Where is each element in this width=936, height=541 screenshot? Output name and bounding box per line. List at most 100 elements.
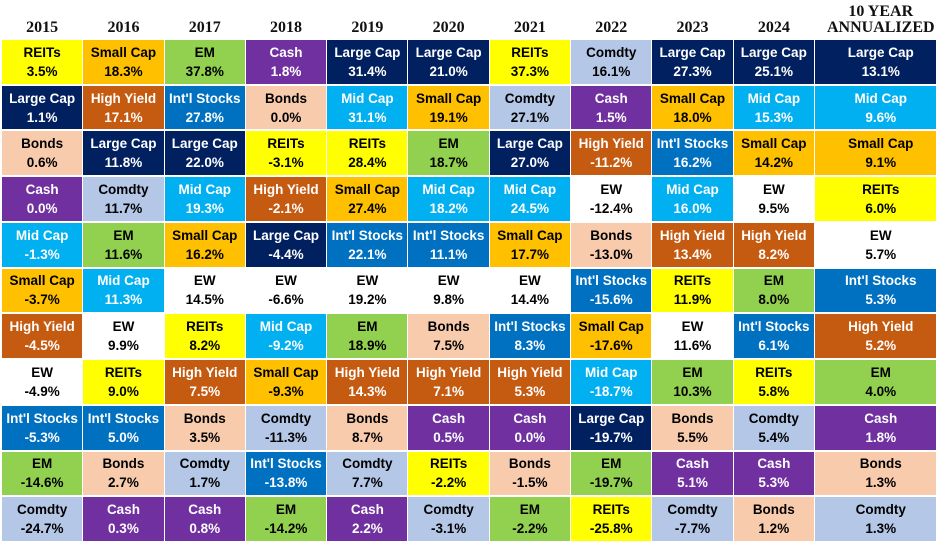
asset-cell: Int'l Stocks 16.2% <box>652 131 733 176</box>
asset-name: REITs <box>348 136 386 152</box>
asset-name: EW <box>275 273 297 289</box>
asset-name: Mid Cap <box>341 90 394 106</box>
asset-return: 8.7% <box>351 429 383 445</box>
asset-return: 1.1% <box>26 109 58 125</box>
asset-name: Int'l Stocks <box>656 136 729 152</box>
asset-return: 28.4% <box>348 155 387 171</box>
asset-return: 19.2% <box>348 292 387 308</box>
asset-name: Bonds <box>671 410 714 426</box>
asset-name: Large Cap <box>9 90 76 106</box>
asset-return: -19.7% <box>589 475 633 491</box>
asset-cell: Large Cap -4.4% <box>245 222 327 267</box>
asset-cell: Int'l Stocks 27.8% <box>164 85 245 130</box>
asset-return: -13.0% <box>589 246 633 262</box>
asset-name: Small Cap <box>741 136 807 152</box>
asset-return: 8.3% <box>514 338 546 354</box>
asset-cell: Bonds 8.7% <box>327 405 408 450</box>
asset-name: Bonds <box>590 227 633 243</box>
asset-name: High Yield <box>9 319 75 335</box>
asset-name: High Yield <box>416 364 482 380</box>
asset-cell: High Yield -2.1% <box>245 177 327 221</box>
asset-cell: Cash 1.8% <box>814 405 936 450</box>
asset-name: Large Cap <box>90 136 157 152</box>
asset-cell: High Yield -4.5% <box>2 314 83 359</box>
asset-return: 6.1% <box>758 338 790 354</box>
asset-name: Large Cap <box>253 227 320 243</box>
asset-return: -11.2% <box>590 155 633 171</box>
asset-name: REITs <box>862 182 900 198</box>
asset-return: 11.3% <box>104 292 143 308</box>
asset-name: Bonds <box>21 136 64 152</box>
asset-cell: Bonds 5.5% <box>652 405 733 450</box>
asset-cell: Int'l Stocks -5.3% <box>2 405 83 450</box>
asset-name: EW <box>356 273 379 289</box>
asset-cell: EM 37.8% <box>164 40 245 84</box>
asset-return: 22.0% <box>185 155 224 171</box>
column-header: 2023 <box>676 19 709 36</box>
asset-cell: Int'l Stocks 22.1% <box>327 222 408 267</box>
asset-return: 7.7% <box>351 475 383 491</box>
asset-cell: Int'l Stocks -15.6% <box>571 268 652 313</box>
asset-name: Mid Cap <box>97 273 150 289</box>
asset-name: Comdty <box>260 410 312 426</box>
asset-return: 0.3% <box>108 521 139 537</box>
column-header: 2015 <box>26 19 59 36</box>
asset-cell: Mid Cap -1.3% <box>2 222 83 267</box>
asset-cell: Bonds -1.5% <box>489 451 571 496</box>
asset-name: EM <box>601 456 622 472</box>
asset-name: Bonds <box>508 456 551 472</box>
asset-name: Small Cap <box>578 319 644 335</box>
asset-return: 5.3% <box>514 383 546 399</box>
asset-cell: Bonds 0.0% <box>245 85 327 130</box>
asset-return: 14.2% <box>754 155 793 171</box>
asset-return: 7.5% <box>189 383 221 399</box>
asset-cell: Large Cap 27.0% <box>489 131 571 176</box>
asset-cell: EW 19.2% <box>327 268 408 313</box>
asset-return: 1.2% <box>758 521 790 537</box>
asset-cell: Comdty 16.1% <box>571 40 652 84</box>
asset-name: Cash <box>676 456 710 472</box>
asset-return: -4.9% <box>24 383 60 399</box>
asset-return: 19.3% <box>185 201 224 217</box>
asset-return: -14.2% <box>264 521 308 537</box>
asset-return: 6.0% <box>865 201 897 217</box>
asset-name: Comdty <box>586 44 637 60</box>
asset-return: 17.7% <box>510 246 550 262</box>
asset-name: Int'l Stocks <box>575 273 647 289</box>
asset-return: 2.7% <box>108 475 139 491</box>
asset-cell: EM -19.7% <box>571 451 652 496</box>
asset-name: Bonds <box>183 410 226 426</box>
asset-cell: Comdty 11.7% <box>83 177 164 221</box>
asset-return: 8.2% <box>758 246 790 262</box>
asset-name: REITs <box>186 319 224 335</box>
asset-cell: EW 5.7% <box>814 222 936 267</box>
asset-cell: REITs 8.2% <box>164 314 245 359</box>
asset-return: 9.0% <box>108 383 139 399</box>
asset-return: -3.7% <box>24 292 60 308</box>
asset-cell: EW 14.4% <box>489 268 571 313</box>
asset-name: EW <box>437 273 460 289</box>
asset-return: 16.2% <box>673 155 712 171</box>
asset-name: Large Cap <box>496 136 563 152</box>
column-header: 2024 <box>757 19 790 36</box>
asset-name: Mid Cap <box>15 227 69 243</box>
asset-cell: Cash 2.2% <box>327 497 408 541</box>
asset-return: -2.2% <box>430 475 467 491</box>
asset-return: 18.0% <box>673 109 712 125</box>
asset-return: 5.5% <box>677 429 708 445</box>
asset-name: EM <box>357 319 378 335</box>
column-header: 2022 <box>595 19 628 36</box>
asset-cell: Comdty -24.7% <box>2 497 83 541</box>
asset-cell: Mid Cap 15.3% <box>733 85 814 130</box>
asset-return: -4.5% <box>24 338 60 354</box>
asset-cell: EM 18.7% <box>408 131 489 176</box>
asset-return: 11.6% <box>104 246 143 262</box>
asset-name: REITs <box>755 364 793 380</box>
asset-name: Comdty <box>748 410 799 426</box>
asset-cell: EM -14.6% <box>2 451 83 496</box>
column-header: 2019 <box>351 19 384 36</box>
asset-return: 8.2% <box>189 338 221 354</box>
asset-return: -5.3% <box>24 429 60 445</box>
asset-return: 16.2% <box>185 246 224 262</box>
